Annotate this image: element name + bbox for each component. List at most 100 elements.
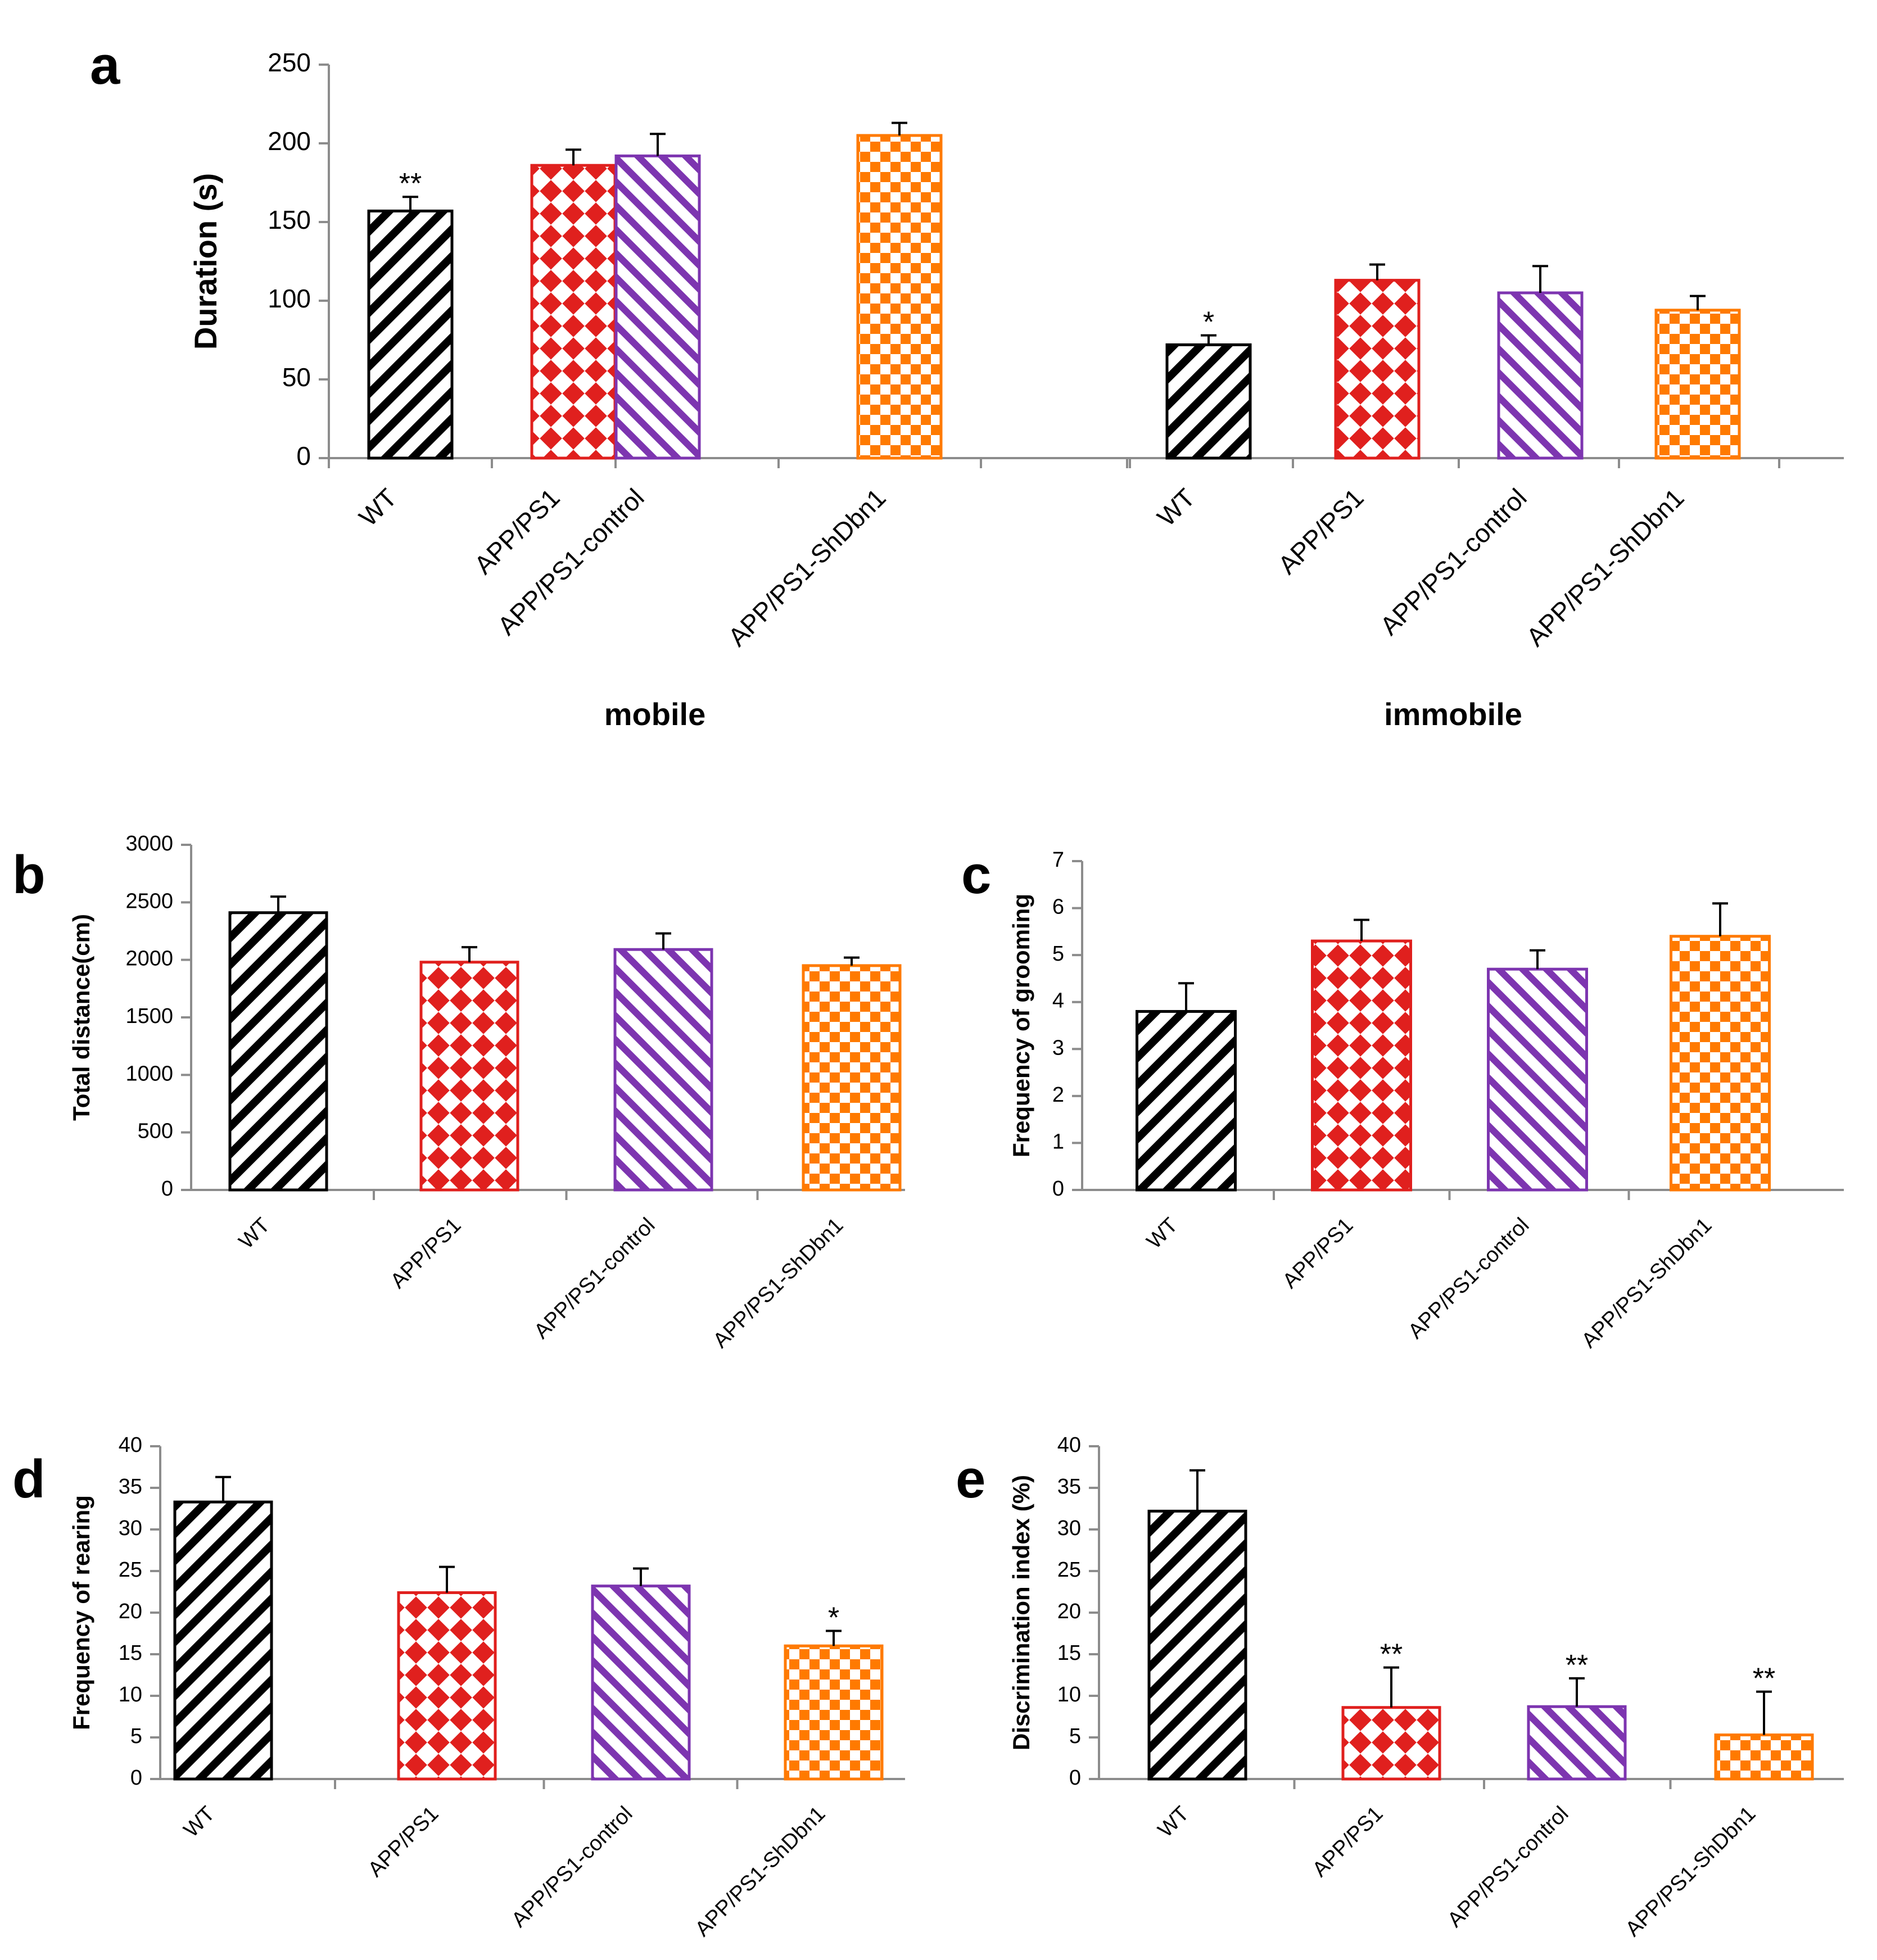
y-tick-label: 3 xyxy=(1052,1036,1064,1060)
y-tick-label: 500 xyxy=(138,1120,173,1143)
category-label: APP/PS1-control xyxy=(492,483,650,641)
group-label-mobile: mobile xyxy=(604,696,705,732)
y-tick-label: 5 xyxy=(1069,1724,1081,1748)
y-tick-label: 0 xyxy=(1052,1177,1064,1201)
bar-immobile-app-ps1-control xyxy=(1497,291,1584,460)
category-label: APP/PS1 xyxy=(364,1802,444,1882)
y-tick-label: 2 xyxy=(1052,1083,1064,1107)
bar-app-ps1 xyxy=(1341,1706,1441,1781)
significance-marker: ** xyxy=(1380,1638,1403,1671)
bar-app-ps1-control xyxy=(1487,967,1588,1192)
bar-mobile-app-ps1-shdbn1 xyxy=(856,134,943,460)
panel-letter-e: e xyxy=(956,1449,985,1509)
category-label: APP/PS1-ShDbn1 xyxy=(1521,483,1690,652)
y-tick-label: 0 xyxy=(1069,1766,1081,1790)
bar-mobile-app-ps1-control xyxy=(614,154,701,460)
y-axis-label: Frequency of rearing xyxy=(68,1495,94,1730)
y-tick-label: 50 xyxy=(282,363,311,392)
category-label: APP/PS1-ShDbn1 xyxy=(1577,1214,1717,1353)
y-tick-label: 150 xyxy=(268,205,311,234)
y-tick-label: 20 xyxy=(1057,1600,1081,1623)
group-label-immobile: immobile xyxy=(1384,696,1522,732)
bar-app-ps1-shdbn1 xyxy=(784,1644,884,1781)
category-label: APP/PS1 xyxy=(386,1214,466,1293)
category-label: APP/PS1-control xyxy=(1443,1802,1573,1932)
y-tick-label: 25 xyxy=(1057,1558,1081,1582)
significance-marker: ** xyxy=(1566,1649,1588,1682)
category-label: WT xyxy=(353,483,402,532)
bar-app-ps1 xyxy=(1311,939,1412,1192)
significance-marker: * xyxy=(1203,306,1214,339)
y-tick-label: 0 xyxy=(130,1766,142,1790)
y-tick-label: 4 xyxy=(1052,989,1064,1013)
y-tick-label: 250 xyxy=(268,48,311,77)
y-tick-label: 40 xyxy=(119,1433,142,1457)
y-axis-label: Duration (s) xyxy=(188,173,223,350)
y-tick-label: 7 xyxy=(1052,848,1064,872)
bar-app-ps1-control xyxy=(1527,1705,1627,1781)
y-axis-label: Discrimination index (%) xyxy=(1008,1475,1034,1750)
y-tick-label: 25 xyxy=(119,1558,142,1582)
category-label: WT xyxy=(1151,483,1200,532)
category-label: APP/PS1 xyxy=(1278,1214,1358,1293)
significance-marker: ** xyxy=(399,168,422,200)
y-tick-label: 5 xyxy=(130,1724,142,1748)
panel-d: d 0 5 10 15 20 25 30 35 40 Frequency of rearing WT A… xyxy=(12,1433,905,1941)
y-tick-label: 5 xyxy=(1052,942,1064,966)
y-tick-label: 3000 xyxy=(125,832,173,855)
category-label: APP/PS1 xyxy=(1308,1802,1388,1882)
category-label: WT xyxy=(179,1802,219,1842)
category-label: APP/PS1-ShDbn1 xyxy=(722,483,892,652)
y-tick-label: 2500 xyxy=(125,889,173,913)
bar-wt xyxy=(1147,1509,1247,1781)
y-tick-label: 35 xyxy=(1057,1475,1081,1499)
bar-app-ps1-control xyxy=(591,1585,691,1781)
bar-wt xyxy=(1136,1010,1237,1192)
bar-wt xyxy=(173,1500,273,1781)
category-label: WT xyxy=(1154,1802,1193,1842)
y-tick-label: 100 xyxy=(268,284,311,313)
y-tick-label: 6 xyxy=(1052,895,1064,919)
bar-immobile-app-ps1 xyxy=(1334,279,1421,460)
y-tick-label: 200 xyxy=(268,126,311,156)
category-label: APP/PS1-ShDbn1 xyxy=(1621,1802,1761,1941)
y-tick-label: 40 xyxy=(1057,1433,1081,1457)
y-tick-label: 15 xyxy=(1057,1641,1081,1665)
y-tick-label: 2000 xyxy=(125,947,173,971)
panel-c: c 0 1 2 3 4 5 6 7 Frequency of grooming WT APP/PS1 A… xyxy=(961,845,1844,1353)
y-tick-label: 30 xyxy=(119,1517,142,1540)
y-axis-label: Frequency of grooming xyxy=(1008,894,1034,1157)
y-tick-label: 15 xyxy=(119,1641,142,1665)
bar-immobile-wt xyxy=(1165,343,1252,460)
panel-letter-d: d xyxy=(12,1449,46,1509)
bar-mobile-wt xyxy=(367,209,454,460)
panel-b: b 0 500 1000 1500 2000 2500 3000 Total distance(… xyxy=(12,832,905,1353)
panel-letter-b: b xyxy=(12,845,46,905)
significance-marker: ** xyxy=(1753,1663,1775,1695)
bar-app-ps1 xyxy=(397,1591,497,1781)
panel-letter-a: a xyxy=(90,35,120,96)
bar-app-ps1-shdbn1 xyxy=(1670,935,1771,1192)
y-tick-label: 0 xyxy=(296,441,311,470)
category-label: APP/PS1 xyxy=(1272,483,1369,580)
category-label: APP/PS1-control xyxy=(1374,483,1532,641)
category-label: WT xyxy=(1142,1214,1182,1253)
bar-app-ps1-shdbn1 xyxy=(1714,1733,1814,1781)
y-tick-label: 35 xyxy=(119,1475,142,1499)
category-label: APP/PS1-ShDbn1 xyxy=(709,1214,848,1353)
panel-e: e 0 5 10 15 20 25 30 35 40 Discrimination index (%… xyxy=(956,1433,1844,1941)
bar-wt xyxy=(228,911,328,1192)
y-tick-label: 10 xyxy=(119,1683,142,1706)
bar-app-ps1 xyxy=(419,961,519,1192)
panel-letter-c: c xyxy=(961,845,991,905)
category-label: APP/PS1-ShDbn1 xyxy=(691,1802,830,1941)
significance-marker: * xyxy=(828,1602,839,1635)
y-tick-label: 10 xyxy=(1057,1683,1081,1706)
y-axis-label: Total distance(cm) xyxy=(68,914,94,1121)
category-label: APP/PS1-control xyxy=(507,1802,637,1932)
bar-immobile-app-ps1-shdbn1 xyxy=(1654,309,1741,460)
y-tick-label: 1500 xyxy=(125,1004,173,1028)
bar-app-ps1-shdbn1 xyxy=(802,964,902,1192)
